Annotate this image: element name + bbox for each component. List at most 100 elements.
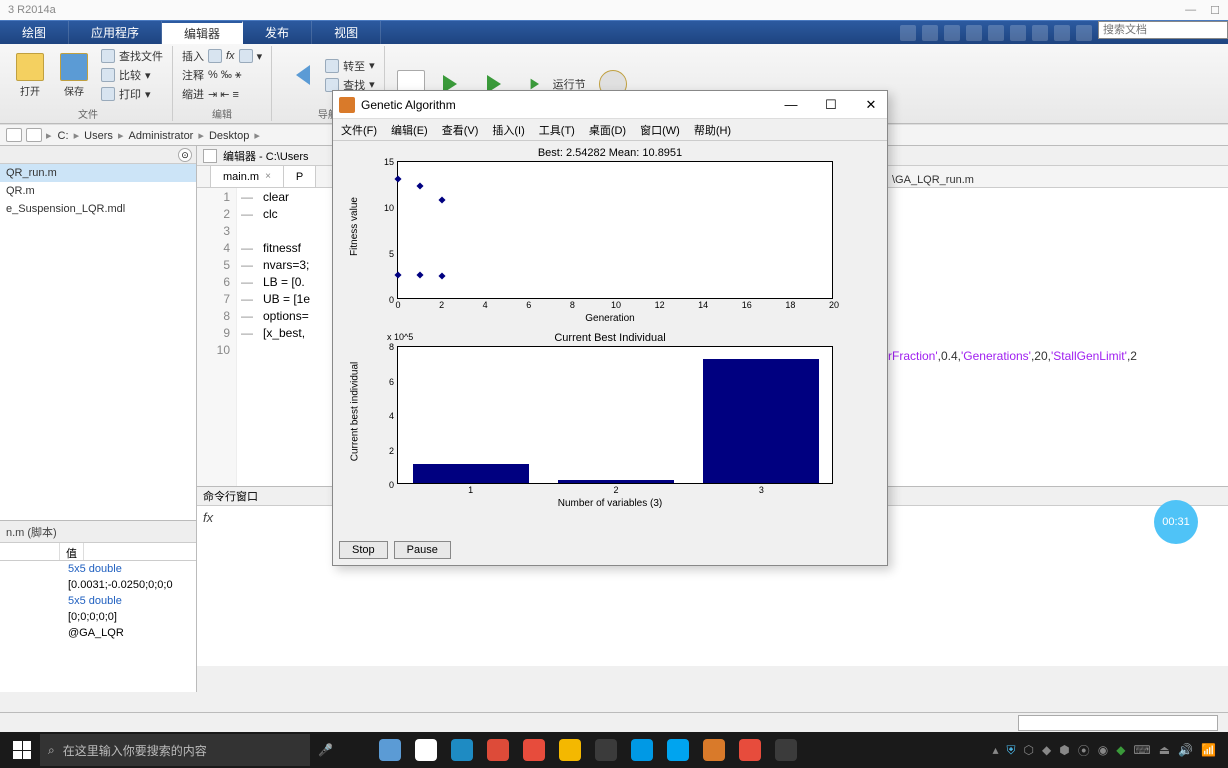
print-button[interactable]: 打印 ▾ — [98, 85, 166, 103]
taskbar-app-icon[interactable] — [553, 733, 587, 767]
file-item[interactable]: QR_run.m — [0, 164, 196, 182]
workspace-value[interactable]: 5x5 double — [0, 593, 196, 609]
bar — [558, 480, 674, 483]
pause-button[interactable]: Pause — [394, 541, 451, 559]
ribbon-tab[interactable]: 视图 — [312, 21, 381, 44]
taskbar-app-icon[interactable] — [733, 733, 767, 767]
tray-icon[interactable]: ◆ — [1042, 743, 1051, 757]
save-button[interactable]: 保存 — [54, 46, 94, 104]
figure-menu-item[interactable]: 帮助(H) — [694, 122, 731, 138]
ga-figure-window: Genetic Algorithm — ☐ ✕ 文件(F) 编辑(E) 查看(V) 插… — [332, 90, 888, 566]
editor-icon — [203, 149, 217, 163]
ribbon-tab[interactable]: 绘图 — [0, 21, 69, 44]
file-item[interactable]: QR.m — [0, 182, 196, 200]
help-icon[interactable] — [1076, 25, 1092, 41]
status-input[interactable] — [1018, 715, 1218, 731]
qa-icon[interactable] — [900, 25, 916, 41]
editor-tab[interactable]: main.m× — [211, 166, 284, 187]
file-item[interactable]: e_Suspension_LQR.mdl — [0, 200, 196, 218]
breadcrumb[interactable]: Users — [82, 130, 115, 142]
wifi-icon[interactable]: 📶 — [1201, 743, 1216, 757]
insert-button[interactable]: 插入 fx ▾ — [179, 47, 265, 65]
tray-icon[interactable]: ⬡ — [1023, 743, 1033, 757]
maximize-icon[interactable]: ☐ — [821, 97, 841, 113]
taskbar-app-icon[interactable] — [769, 733, 803, 767]
figure-menu-item[interactable]: 查看(V) — [442, 122, 479, 138]
nav-back-button[interactable] — [278, 46, 318, 104]
windows-taskbar: ⌕ 在这里输入你要搜索的内容 🎤 ▴ ⛨ ⬡ ◆ ⬢ ⦿ ◉ ◆ ⌨ ⏏ 🔊 📶 — [0, 732, 1228, 768]
folder-nav-icon[interactable] — [6, 128, 22, 142]
comment-button[interactable]: 注释 % ‰ ⚹ — [179, 66, 265, 84]
stop-button[interactable]: Stop — [339, 541, 388, 559]
y-exponent-label: x 10^5 — [387, 332, 413, 342]
qa-icon[interactable] — [1054, 25, 1070, 41]
app-title: 3 R2014a — [8, 4, 56, 16]
tray-icon[interactable]: ⏏ — [1159, 743, 1170, 757]
close-tab-icon[interactable]: × — [265, 171, 271, 182]
recording-timer: 00:31 — [1154, 500, 1198, 544]
volume-icon[interactable]: 🔊 — [1178, 743, 1193, 757]
workspace-value[interactable]: [0.0031;-0.0250;0;0;0 — [0, 577, 196, 593]
ribbon-tab[interactable]: 发布 — [243, 21, 312, 44]
taskbar-app-icon[interactable] — [697, 733, 731, 767]
maximize-icon[interactable]: ☐ — [1210, 4, 1220, 17]
ribbon-tabs: 绘图应用程序编辑器发布视图 — [0, 20, 1228, 44]
taskbar-app-icon[interactable] — [589, 733, 623, 767]
start-button[interactable] — [4, 732, 40, 768]
figure-menu-item[interactable]: 工具(T) — [539, 122, 575, 138]
close-icon[interactable]: ✕ — [861, 97, 881, 113]
tray-icon[interactable]: ⛨ — [1006, 743, 1015, 758]
figure-menu-item[interactable]: 插入(I) — [492, 122, 524, 138]
taskbar-search[interactable]: ⌕ 在这里输入你要搜索的内容 — [40, 734, 310, 766]
taskbar-app-icon[interactable] — [661, 733, 695, 767]
open-button[interactable]: 打开 — [10, 46, 50, 104]
window-titlebar: 3 R2014a — ☐ — [0, 0, 1228, 20]
tray-icon[interactable]: ◆ — [1116, 743, 1125, 757]
find-files-button[interactable]: 查找文件 — [98, 47, 166, 65]
folder-nav-icon[interactable] — [26, 128, 42, 142]
figure-menu-item[interactable]: 文件(F) — [341, 122, 377, 138]
search-docs-input[interactable] — [1098, 21, 1228, 39]
figure-menu-item[interactable]: 窗口(W) — [640, 122, 680, 138]
taskbar-app-icon[interactable] — [373, 733, 407, 767]
taskbar-app-icon[interactable] — [625, 733, 659, 767]
taskbar-app-icon[interactable] — [409, 733, 443, 767]
figure-menu-item[interactable]: 编辑(E) — [391, 122, 428, 138]
figure-menu-item[interactable]: 桌面(D) — [589, 122, 626, 138]
compare-button[interactable]: 比较 ▾ — [98, 66, 166, 84]
ribbon-tab[interactable]: 编辑器 — [162, 21, 243, 44]
workspace-value[interactable]: @GA_LQR — [0, 625, 196, 641]
goto-button[interactable]: 转至 ▾ — [322, 57, 378, 75]
matlab-icon — [339, 97, 355, 113]
indent-button[interactable]: 缩进 ⇥ ⇤ ≡ — [179, 85, 265, 103]
minimize-icon[interactable]: — — [781, 97, 801, 113]
taskbar-app-icon[interactable] — [445, 733, 479, 767]
qa-icon[interactable] — [922, 25, 938, 41]
breadcrumb[interactable]: C: — [56, 130, 71, 142]
tray-icon[interactable]: ⬢ — [1059, 743, 1069, 757]
tray-icon[interactable]: ▴ — [992, 743, 998, 757]
minimize-icon[interactable]: — — [1185, 4, 1196, 17]
qa-icon[interactable] — [1032, 25, 1048, 41]
qa-icon[interactable] — [1010, 25, 1026, 41]
scatter-point — [416, 182, 423, 189]
tray-icon[interactable]: ⦿ — [1078, 742, 1090, 759]
breadcrumb[interactable]: Administrator — [127, 130, 196, 142]
tray-icon[interactable]: ◉ — [1098, 743, 1108, 757]
qa-icon[interactable] — [988, 25, 1004, 41]
panel-menu-icon[interactable]: ⊙ — [178, 148, 192, 162]
workspace-value[interactable]: [0;0;0;0;0] — [0, 609, 196, 625]
scatter-point — [394, 272, 401, 279]
qa-icon[interactable] — [966, 25, 982, 41]
workspace-value[interactable]: 5x5 double — [0, 561, 196, 577]
breadcrumb[interactable]: Desktop — [207, 130, 251, 142]
qa-icon[interactable] — [944, 25, 960, 41]
taskbar-app-icon[interactable] — [481, 733, 515, 767]
taskbar-app-icon[interactable] — [517, 733, 551, 767]
ribbon-tab[interactable]: 应用程序 — [69, 21, 162, 44]
mic-icon[interactable]: 🎤 — [318, 743, 333, 757]
figure-titlebar[interactable]: Genetic Algorithm — ☐ ✕ — [333, 91, 887, 119]
editor-tab[interactable]: P — [284, 166, 316, 187]
fitness-chart: Best: 2.54282 Mean: 10.8951 Fitness valu… — [343, 147, 877, 324]
tray-icon[interactable]: ⌨ — [1133, 743, 1150, 757]
